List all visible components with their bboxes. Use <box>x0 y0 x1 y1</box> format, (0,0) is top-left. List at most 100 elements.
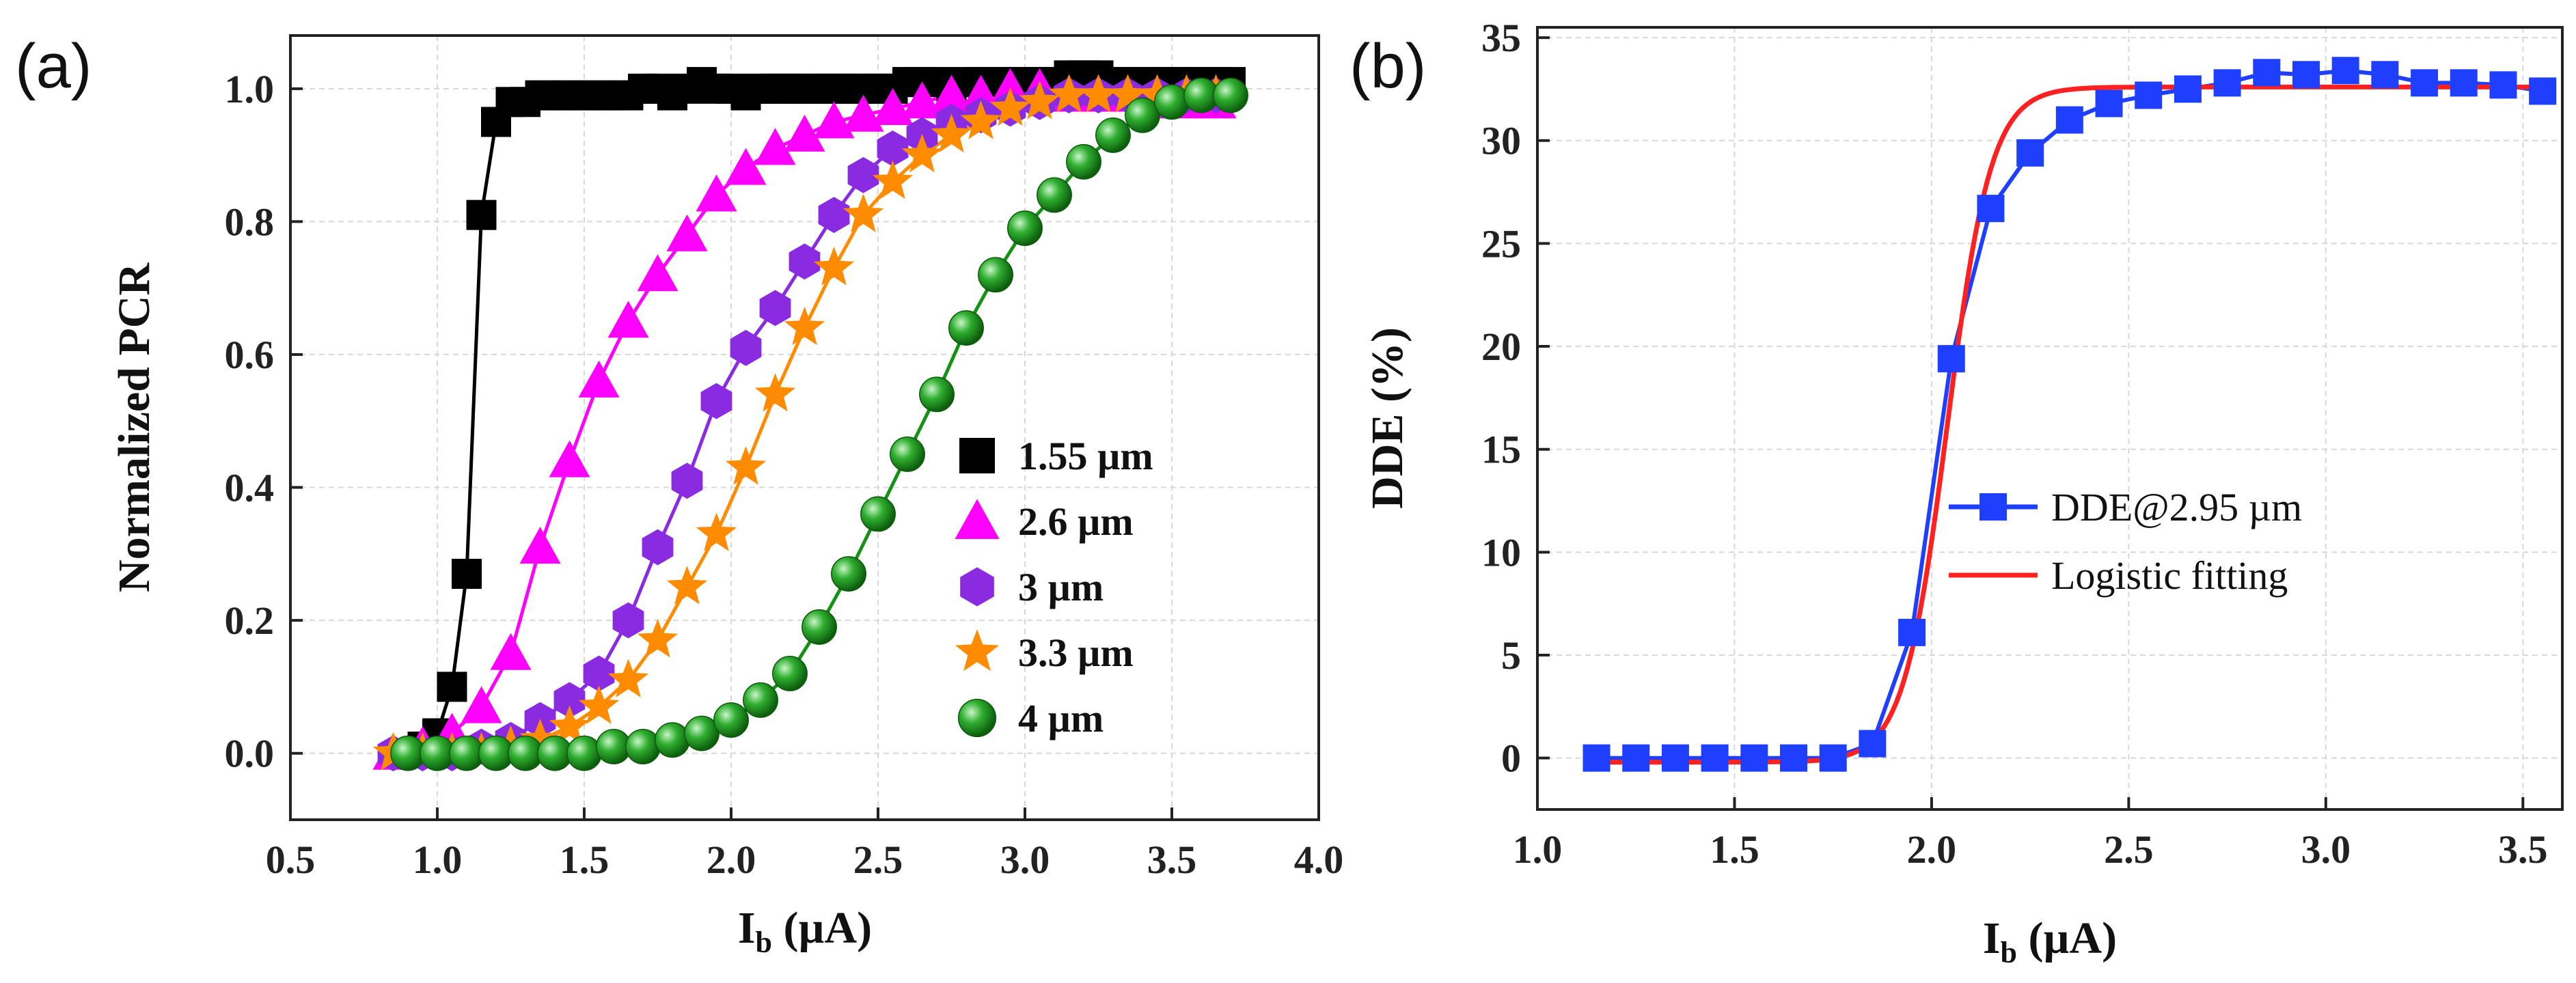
panel-a-point-3-m <box>789 243 821 280</box>
panel-b-grid <box>1537 27 2562 809</box>
panel-a-y-tick-label: 0.0 <box>225 732 275 776</box>
panel-a-point-2-6-m <box>872 88 914 126</box>
panel-b-point-dde <box>1740 744 1768 772</box>
panel-b-y-tick-label: 5 <box>1501 633 1521 678</box>
panel-b-axes-frame <box>1536 26 2564 811</box>
panel-a-point-3-3-m <box>1048 74 1090 113</box>
panel-a-point-4-m <box>1007 210 1043 247</box>
panel-b-point-dde <box>2411 69 2439 97</box>
panel-b-point-dde <box>2016 139 2044 167</box>
panel-b-y-tick-label: 0 <box>1501 736 1521 781</box>
panel-a-point-4-m <box>860 496 896 532</box>
panel-b-legend-label-dde: DDE@2.95 µm <box>2051 485 2302 529</box>
panel-a-x-tick-label: 2.0 <box>707 837 756 882</box>
panel-a-point-4-m <box>625 729 661 764</box>
panel-a-legend-label-2-6-m: 2.6 µm <box>1018 499 1134 544</box>
panel-b-y-tick-label: 10 <box>1481 530 1521 574</box>
panel-a-y-tick-label: 0.8 <box>225 199 275 244</box>
panel-b-y-axis-label: DDE (%) <box>1362 327 1412 509</box>
panel-a-legend-marker-1-55-m <box>959 438 995 473</box>
panel-b-y-tick-label: 30 <box>1481 119 1521 163</box>
panel-a-point-4-m <box>713 702 749 738</box>
panel-a-x-label-main: I <box>738 903 756 953</box>
panel-a-legend-marker-4-m <box>957 698 997 738</box>
panel-a-point-3-3-m <box>519 719 561 758</box>
panel-a-x-tick-label: 3.5 <box>1147 837 1197 882</box>
panel-a-y-tick-label: 0.2 <box>225 598 275 643</box>
panel-b-x-label-main: I <box>1983 913 2001 963</box>
panel-a-point-4-m <box>1066 143 1101 180</box>
panel-b-legend: DDE@2.95 µm Logistic fitting <box>1949 485 2302 598</box>
panel-a-point-2-6-m <box>754 128 796 165</box>
panel-a-point-2-6-m <box>696 174 737 212</box>
panel-a-x-tick-label: 1.0 <box>413 837 463 882</box>
panel-a-point-3-3-m <box>960 100 1002 139</box>
panel-a-x-tick-label: 4.0 <box>1294 837 1344 882</box>
panel-a-point-3-m <box>877 130 909 167</box>
panel-a-point-3-3-m <box>813 247 855 286</box>
panel-a-point-3-3-m <box>901 133 943 173</box>
panel-a-point-2-6-m <box>901 81 943 119</box>
panel-b-chart: (b) 1.0 1.5 2.0 2.5 3.0 3.5 0 5 10 15 20 25 30 35 DDE… <box>1349 16 2564 969</box>
panel-a-legend-label-3-3-m: 3.3 µm <box>1018 631 1134 675</box>
panel-a-point-2-6-m <box>490 633 532 670</box>
panel-a-point-3-m <box>730 329 762 366</box>
panel-a-point-3-3-m <box>842 193 884 232</box>
panel-a-legend-label-3-m: 3 µm <box>1018 565 1104 609</box>
panel-a-point-2-6-m <box>725 148 767 185</box>
panel-a-point-4-m <box>978 257 1013 293</box>
panel-b-x-tick-label: 3.5 <box>2498 827 2548 872</box>
panel-b-point-dde <box>2331 57 2359 85</box>
panel-b-point-dde <box>1937 345 1965 373</box>
panel-a-plot-area <box>290 36 1319 820</box>
panel-b-point-dde <box>1898 618 1926 646</box>
panel-a-point-3-3-m <box>1078 74 1119 113</box>
panel-a-x-tick-label: 3.0 <box>1000 837 1050 882</box>
panel-a-point-3-3-m <box>607 659 649 697</box>
panel-a-y-tick-label: 0.6 <box>225 333 275 377</box>
panel-b-point-dde <box>2095 89 2123 117</box>
panel-a-point-3-m <box>583 655 615 692</box>
panel-a-point-4-m <box>743 682 778 718</box>
panel-a-point-2-6-m <box>842 94 884 132</box>
panel-b-point-dde <box>2450 69 2478 97</box>
panel-b-x-tick-label: 3.0 <box>2301 827 2351 872</box>
panel-a-legend: 1.55 µm 2.6 µm 3 µm 3.3 µm 4 µm <box>955 434 1153 740</box>
panel-a-point-3-m <box>671 462 703 499</box>
panel-a-point-4-m <box>801 609 837 645</box>
panel-b-point-dde <box>2371 61 2399 89</box>
panel-b-point-dde <box>1701 744 1729 772</box>
panel-a-point-2-6-m <box>607 301 649 338</box>
panel-b-y-tick-label: 15 <box>1481 428 1521 472</box>
panel-a-point-2-6-m <box>461 686 502 723</box>
panel-a-x-label-unit: (µA) <box>772 903 872 953</box>
panel-a-legend-marker-3-3-m <box>955 629 1000 672</box>
panel-a-point-2-6-m <box>549 440 590 477</box>
panel-a-point-3-m <box>642 529 674 566</box>
panel-a-point-4-m <box>655 722 690 758</box>
panel-a-point-3-3-m <box>754 373 796 412</box>
panel-a-point-3-3-m <box>725 446 767 485</box>
panel-a-point-4-m <box>566 735 602 771</box>
panel-a-point-3-3-m <box>989 87 1031 126</box>
panel-a-y-axis-label: Normalized PCR <box>109 262 159 592</box>
panel-b-x-tick-label: 2.0 <box>1907 827 1957 872</box>
panel-a-point-2-6-m <box>784 114 825 152</box>
panel-a-point-4-m <box>684 715 720 751</box>
panel-a-point-3-3-m <box>1107 74 1149 113</box>
panel-a-point-3-m <box>700 383 732 419</box>
panel-a-markers-4-m <box>390 77 1248 771</box>
panel-b-point-dde <box>1661 744 1689 772</box>
panel-a-point-4-m <box>831 556 866 592</box>
panel-b-label: (b) <box>1349 31 1426 101</box>
panel-a-point-3-m <box>612 602 644 639</box>
panel-b-point-dde <box>1977 195 2005 223</box>
panel-b-point-dde <box>1780 744 1807 772</box>
panel-a-point-3-3-m <box>696 512 737 551</box>
panel-a-point-2-6-m <box>637 254 679 292</box>
panel-a-point-2-6-m <box>813 101 855 139</box>
panel-a-point-3-3-m <box>872 160 914 199</box>
panel-a-point-3-3-m <box>578 685 620 724</box>
panel-a-point-2-6-m <box>519 527 561 564</box>
